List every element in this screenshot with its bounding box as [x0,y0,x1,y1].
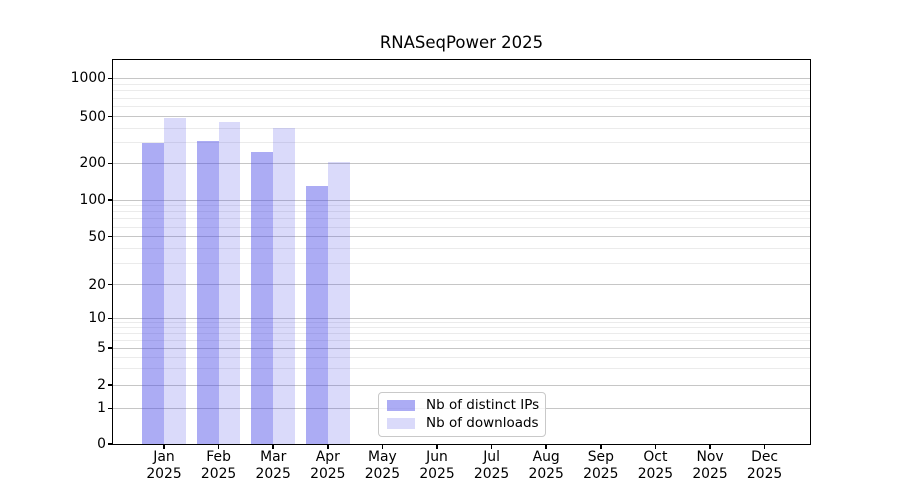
y-axis-tick [108,162,113,165]
bar-jan-2025-downloads [164,117,186,444]
gridline-major [113,77,810,79]
y-tick-label: 5 [97,340,106,356]
x-axis-tick [490,444,493,449]
x-tick-label-jul-2025: Jul 2025 [473,449,510,482]
bar-jan-2025-distinct-ips [142,142,164,444]
gridline-minor [113,205,810,207]
bar-apr-2025-downloads [327,162,350,444]
y-axis-tick [108,347,113,349]
y-axis-tick [108,407,113,410]
x-tick-label-sep-2025: Sep 2025 [583,449,619,482]
gridline-minor [113,226,810,228]
y-axis-tick [108,235,113,238]
legend: Nb of distinct IPs Nb of downloads [378,392,546,437]
y-axis-tick [108,115,113,118]
y-tick-label: 500 [79,108,106,125]
y-tick-label: 0 [97,436,106,452]
gridline-major [113,199,810,201]
gridline-minor [113,211,810,213]
gridline-minor [113,127,810,129]
x-axis-tick [436,444,438,449]
bar-feb-2025-distinct-ips [196,141,219,444]
x-axis-tick [163,444,165,449]
y-tick-label: 200 [79,155,106,172]
legend-swatch-downloads [387,418,415,429]
gridline-major [113,317,810,319]
legend-item-distinct-ips: Nb of distinct IPs [387,397,540,413]
gridline-major [113,347,810,349]
x-tick-label-aug-2025: Aug 2025 [528,449,564,482]
x-tick-label-apr-2025: Apr 2025 [310,449,346,482]
gridline-major [113,384,810,386]
x-tick-label-mar-2025: Mar 2025 [255,449,291,482]
y-tick-label: 100 [79,192,106,208]
y-axis-tick [108,443,113,445]
chart-title: RNASeqPower 2025 [379,33,544,52]
x-tick-label-feb-2025: Feb 2025 [200,449,237,482]
x-axis-tick [654,444,657,449]
gridline-minor [113,90,810,92]
x-axis-tick [763,444,766,449]
bar-mar-2025-downloads [273,128,296,444]
x-tick-label-dec-2025: Dec 2025 [746,449,783,482]
y-axis-tick [108,77,113,80]
y-tick-label: 10 [88,310,106,327]
gridline-minor [113,97,810,99]
gridline-minor [113,142,810,144]
legend-item-downloads: Nb of downloads [387,415,539,431]
x-axis-tick [709,444,711,449]
x-tick-label-nov-2025: Nov 2025 [692,449,728,482]
y-tick-label: 1 [97,400,106,417]
gridline-minor [113,218,810,220]
x-tick-label-oct-2025: Oct 2025 [637,449,674,482]
x-axis-tick [545,444,547,449]
y-tick-label: 20 [88,276,106,293]
legend-label-distinct-ips: Nb of distinct IPs [426,397,540,413]
gridline-minor [113,356,810,358]
bar-feb-2025-downloads [218,122,241,444]
legend-label-downloads: Nb of downloads [426,415,539,431]
gridline-major [113,284,810,285]
gridline-minor [113,106,810,108]
x-axis-tick [600,444,602,449]
gridline-major [113,236,810,238]
gridline-minor [113,339,810,341]
x-axis-tick [381,444,384,449]
x-axis-tick [217,444,220,449]
bar-mar-2025-distinct-ips [251,152,274,444]
y-tick-label: 1000 [70,70,106,87]
gridline-major [113,116,810,118]
gridline-minor [113,322,810,324]
x-tick-label-jan-2025: Jan 2025 [146,449,182,482]
legend-swatch-distinct-ips [387,400,415,411]
y-axis-tick [108,384,113,386]
gridline-minor [113,247,810,249]
gridline-minor [113,368,810,370]
bar-apr-2025-distinct-ips [305,186,328,444]
gridline-minor [113,262,810,264]
y-tick-label: 2 [97,377,106,393]
y-axis-tick [108,283,113,286]
gridline-major [113,162,810,164]
gridline-minor [113,327,810,329]
gridline-minor [113,333,810,335]
y-tick-label: 50 [88,228,106,245]
y-axis-tick [108,199,113,201]
x-axis-tick [327,444,329,449]
x-axis-tick [272,444,274,449]
gridline-minor [113,83,810,85]
x-tick-label-jun-2025: Jun 2025 [419,449,455,482]
x-tick-label-may-2025: May 2025 [364,449,401,482]
y-axis-tick [108,317,113,320]
